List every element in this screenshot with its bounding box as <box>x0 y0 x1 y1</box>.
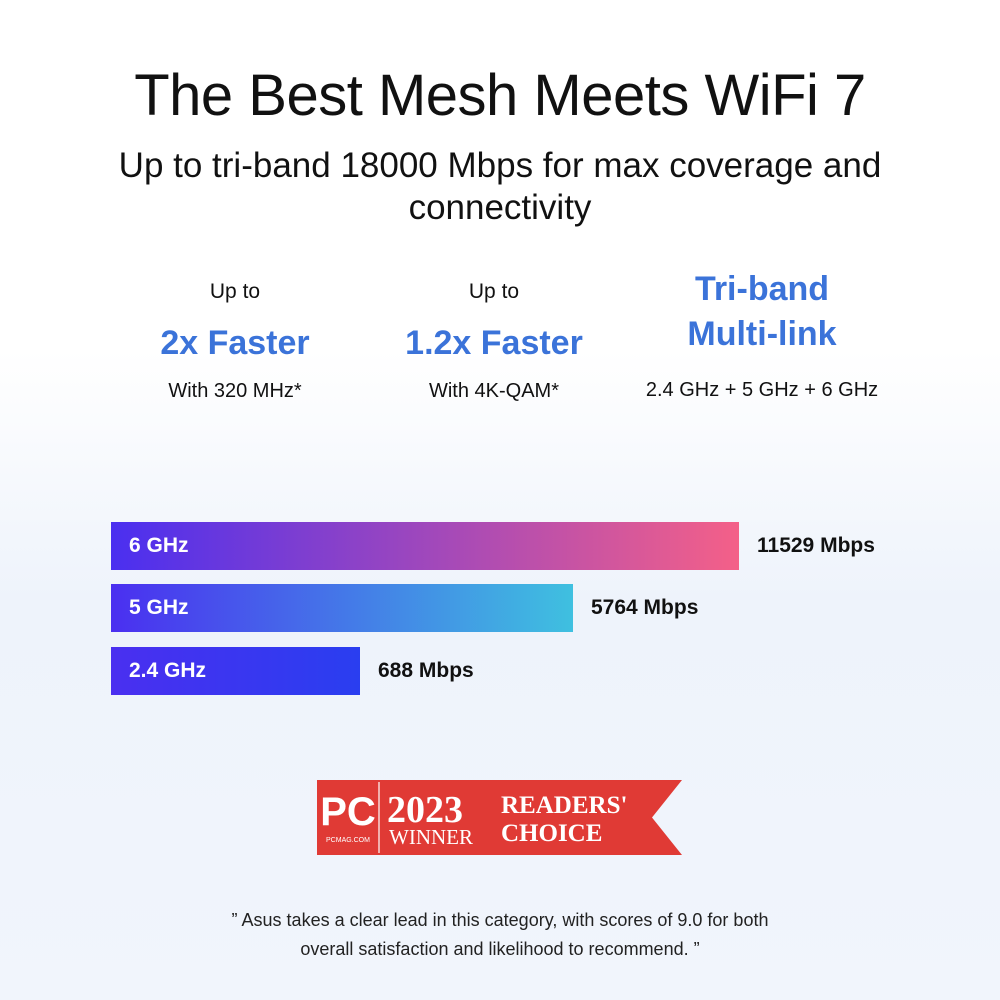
feature-headline-line1: Tri-band <box>694 270 830 308</box>
quote-line-2: overall satisfaction and likelihood to r… <box>300 939 700 959</box>
quote-line-1: ” Asus takes a clear lead in this catego… <box>231 910 769 930</box>
badge-ribbon <box>317 780 682 855</box>
badge-choice: CHOICE <box>501 820 602 847</box>
bar-category-label: 2.4 GHz <box>129 659 207 682</box>
feature-tri-band: Tri-band Multi-link 2.4 GHz + 5 GHz + 6 … <box>612 268 912 402</box>
page-title: The Best Mesh Meets WiFi 7 <box>134 63 866 128</box>
feature-sub: 2.4 GHz + 5 GHz + 6 GHz <box>645 379 879 401</box>
badge-year: 2023 <box>387 789 463 831</box>
feature-pre: Up to <box>209 280 261 303</box>
page-subtitle: Up to tri-band 18000 Mbps for max covera… <box>118 146 882 227</box>
bar-category-label: 6 GHz <box>129 534 189 557</box>
bar-category-label: 5 GHz <box>129 596 189 619</box>
feature-sub: With 320 MHz* <box>168 380 302 402</box>
feature-headline: 1.2x Faster <box>405 324 583 362</box>
pcmag-readers-choice-badge: PC PCMAG.COM 2023 WINNER READERS' CHOICE <box>317 780 682 855</box>
feature-pre: Up to <box>468 280 520 303</box>
bar-value-label: 11529 Mbps <box>757 534 875 557</box>
bar-value-label: 5764 Mbps <box>591 596 699 619</box>
review-quote: ” Asus takes a clear lead in this catego… <box>0 906 1000 964</box>
bar-value-label: 688 Mbps <box>378 659 474 682</box>
bar-6-ghz: 6 GHz <box>111 522 739 570</box>
pcmag-site: PCMAG.COM <box>326 837 370 844</box>
feature-2x-faster: Up to 2x Faster With 320 MHz* <box>85 280 385 403</box>
badge-readers: READERS' <box>501 792 627 819</box>
feature-headline-line2: Multi-link <box>687 315 837 353</box>
feature-sub: With 4K-QAM* <box>428 380 560 402</box>
feature-headline: 2x Faster <box>160 324 310 362</box>
bar-5-ghz: 5 GHz <box>111 584 573 632</box>
feature-1-2x-faster: Up to 1.2x Faster With 4K-QAM* <box>344 280 644 403</box>
bar-2-4-ghz: 2.4 GHz <box>111 647 360 695</box>
badge-winner: WINNER <box>389 825 473 849</box>
pc-logo: PC <box>320 790 376 834</box>
